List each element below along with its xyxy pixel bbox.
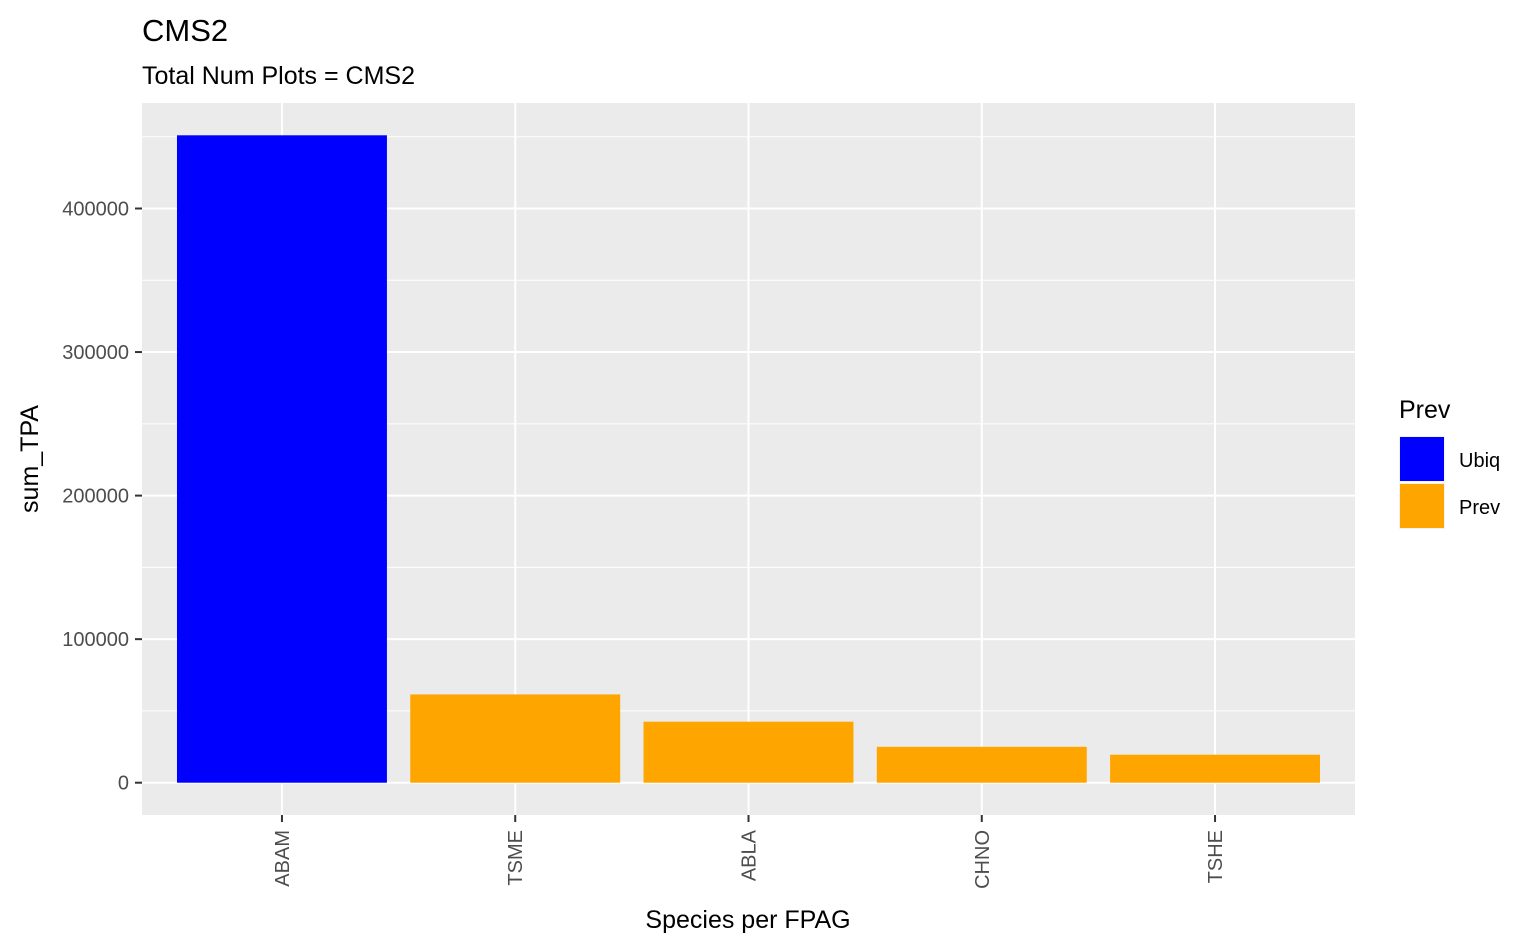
chart-title: CMS2 [142,13,228,48]
bar-tshe [1110,754,1321,783]
legend-key-ubiq [1400,437,1444,481]
x-axis-title: Species per FPAG [645,906,850,934]
x-axis: ABAM TSME ABLA CHNO TSHE [272,815,1227,889]
legend-label: Ubiq [1459,450,1500,472]
y-axis: 0 100000 200000 300000 400000 [62,199,142,795]
x-tick-label: TSME [505,830,527,886]
x-tick-label: CHNO [972,830,994,889]
legend-label: Prev [1459,497,1500,519]
x-tick-label: ABLA [739,829,761,881]
y-tick-label: 300000 [62,342,129,364]
bar-chno [876,746,1087,783]
y-tick-label: 0 [118,773,129,795]
chart-subtitle: Total Num Plots = CMS2 [142,62,415,90]
bar-abam [176,135,387,783]
bar-abla [643,721,854,783]
bar-tsme [410,694,621,783]
x-tick-label: TSHE [1205,830,1227,883]
y-tick-label: 400000 [62,199,129,221]
y-tick-label: 100000 [62,629,129,651]
legend-entries: Ubiq Prev [1399,436,1500,529]
legend-title: Prev [1399,396,1451,424]
bars [176,135,1321,783]
legend: Prev Ubiq Prev [1399,396,1500,529]
y-axis-title: sum_TPA [16,405,44,513]
x-tick-label: ABAM [272,830,294,887]
legend-key-prev [1400,484,1444,528]
y-tick-label: 200000 [62,486,129,508]
